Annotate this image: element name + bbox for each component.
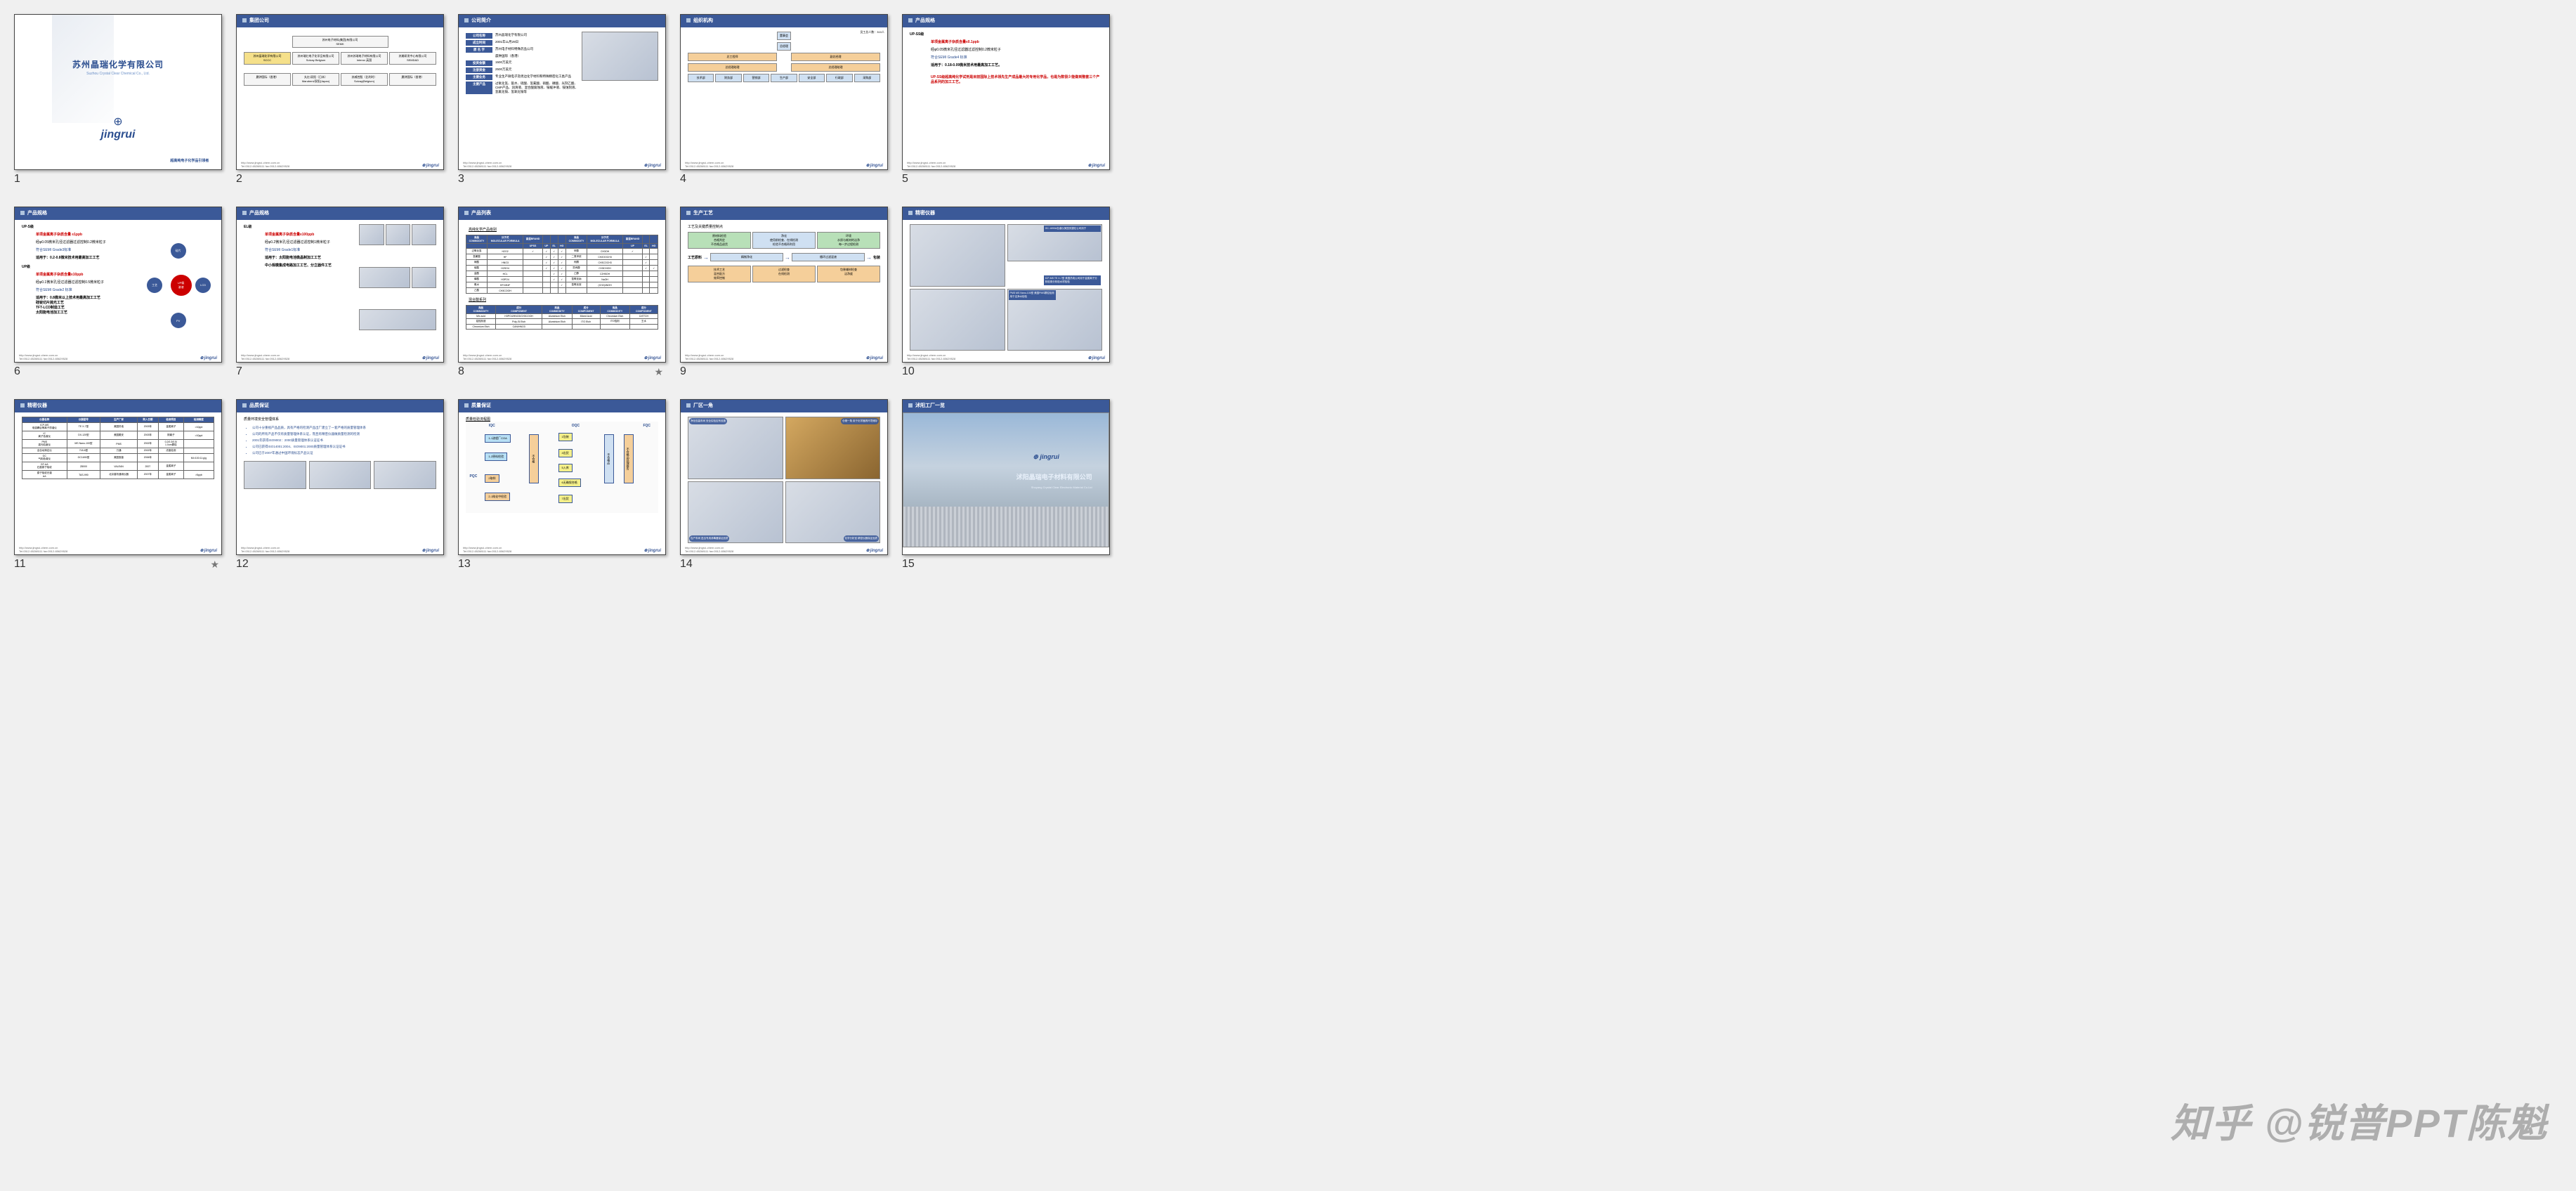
footer-logo: jingrui [422, 163, 439, 168]
mixed-acid-table: 商品COMMODITY成分COMPONENT商品COMMODITY成分COMPO… [466, 305, 658, 330]
slide-thumb-7[interactable]: 产品规格 EL级 单项金属离子杂质含量≤100ppb 经φ0.2微米孔径过滤器过… [236, 207, 444, 378]
qc-flowchart: IQC PQC OQC FQC 1-1流程厂COA 1-2原料检验 2取样 2-… [466, 422, 658, 513]
slide-thumb-4[interactable]: 组织机构 员工总人数：310人 董事会 总经理 总工程师副总经理 总经理助理总经… [680, 14, 888, 186]
instrument-table: 仪器名称仪器型号生产厂家购入日期检测项目检测精度ICP-MS电感耦合等离子质谱仪… [22, 417, 214, 479]
org-top: 苏州电子材料(集团)有限公司 SEMK [292, 36, 388, 48]
slide-thumb-5[interactable]: 产品规格 UP-SS级 单项金属离子杂质含量≤0.1ppb 经φ0.05微米孔径… [902, 14, 1110, 186]
tagline: 超高纯电子化学品引领者 [170, 158, 209, 163]
slide-sorter-grid: 苏州晶瑞化学有限公司 Suzhou Crystal Clear Chemical… [14, 14, 1110, 571]
company-name-en: Suzhou Crystal Clear Chemical Co., Ltd. [15, 72, 221, 76]
slide-thumb-10[interactable]: 精密仪器 GC-1690A色谱仪美国安捷伦公司用于ICP-MS TE X-7型 … [902, 207, 1110, 378]
factory-panorama: ⊕ jingrui 沭阳晶瑞电子材料有限公司 Shuyang Crystal C… [903, 412, 1109, 547]
slide-thumb-8[interactable]: 产品列表 高纯化学产品级别 商品COMMODITY分子式MOLECULAR FO… [458, 207, 666, 378]
star-icon: ★ [210, 559, 219, 571]
logo-icon: ⊕ [15, 115, 221, 129]
star-icon: ★ [654, 366, 663, 378]
product-grade-table: 商品COMMODITY分子式MOLECULAR FORMULA高混BRAND商品… [466, 235, 658, 294]
slide-thumb-13[interactable]: 质量保证 质量检验流程图 IQC PQC OQC FQC 1-1流程厂COA 1… [458, 399, 666, 571]
slide-thumb-12[interactable]: 品质保证 质量环境安全管理体系 公司十分重视产品品质，具有严格的检测产品出厂建立… [236, 399, 444, 571]
slide-number: 1 [14, 173, 20, 186]
slide-thumb-2[interactable]: 集团公司 苏州电子材料(集团)有限公司 SEMK 苏州晶瑞化学有限公司 SCCC… [236, 14, 444, 186]
slide-thumb-6[interactable]: 产品规格 UP-S级 单项金属离子杂质含量 ≤1ppb 经φ0.05微米孔径过滤… [14, 207, 222, 378]
hub-diagram: UP级 溶液 硅片 LCD PV 工艺 [147, 224, 214, 351]
slide-thumb-11[interactable]: 精密仪器 仪器名称仪器型号生产厂家购入日期检测项目检测精度ICP-MS电感耦合等… [14, 399, 222, 571]
factory-photo [582, 32, 658, 81]
watermark: 知乎 @锐普PPT陈魁 [2171, 1092, 2548, 1149]
quality-bullets: 公司十分重视产品品质，具有严格的检测产品出厂建立了一套严格的质量管理体系公司的所… [252, 426, 436, 455]
slide-title: 集团公司 [237, 15, 443, 26]
slide-thumb-3[interactable]: 公司简介 公司名称苏州晶瑞化学有限公司 成立时间2001年11月29日 原 名 … [458, 14, 666, 186]
slide-thumb-1[interactable]: 苏州晶瑞化学有限公司 Suzhou Crystal Clear Chemical… [14, 14, 222, 186]
slide-thumb-9[interactable]: 生产工艺 工艺及关键质量控制点 原材料检验 合格判定 不合格品退货 净化 使用前… [680, 207, 888, 378]
slide-thumb-14[interactable]: 厂区一角 净化包装车间 安全实验应有设施 仓储一角 用于化学器具环境储存 包产车… [680, 399, 888, 571]
logo-text: jingrui [15, 129, 221, 141]
instrument-photo [910, 224, 1005, 287]
company-name-cn: 苏州晶瑞化学有限公司 [15, 58, 221, 70]
slide-thumb-15[interactable]: 沭阳工厂一览 ⊕ jingrui 沭阳晶瑞电子材料有限公司 Shuyang Cr… [902, 399, 1110, 571]
cert-photo [244, 461, 306, 489]
